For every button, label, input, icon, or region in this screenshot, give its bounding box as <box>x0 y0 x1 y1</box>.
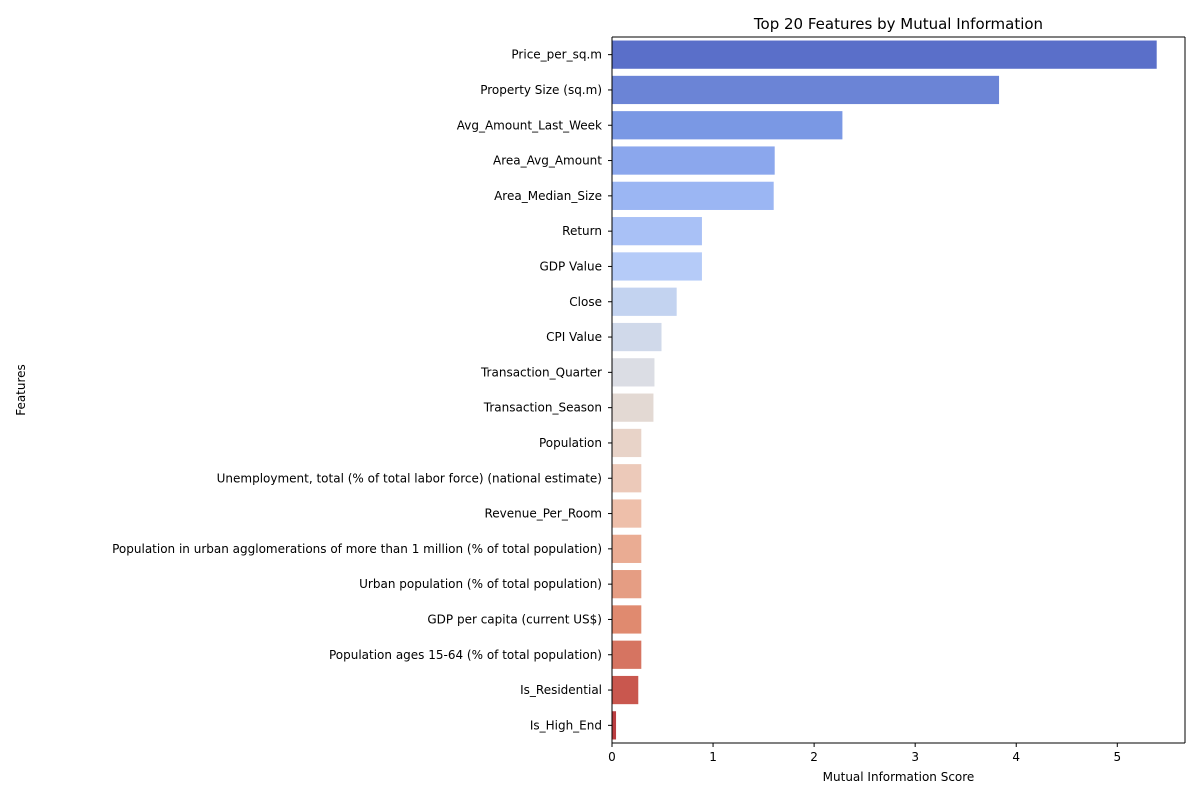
bar <box>612 111 843 140</box>
bar <box>612 75 1000 105</box>
bar <box>612 675 639 705</box>
y-tick-label: Is_Residential <box>520 683 602 697</box>
y-tick-label: Price_per_sq.m <box>511 48 602 62</box>
y-tick-label: Transaction_Season <box>483 401 602 415</box>
bar <box>612 605 642 634</box>
y-axis-ticks: Price_per_sq.m Property Size (sq.m) Avg_Am… <box>112 48 612 732</box>
bar <box>612 287 677 316</box>
bar <box>612 217 702 246</box>
bars-group <box>612 40 1157 740</box>
bar <box>612 322 662 352</box>
chart-title: Top 20 Features by Mutual Information <box>753 15 1043 33</box>
y-tick-label: Area_Median_Size <box>494 189 602 203</box>
bar <box>612 358 655 387</box>
x-tick-label: 4 <box>1012 750 1020 764</box>
bar <box>612 428 642 458</box>
y-tick-label: Unemployment, total (% of total labor fo… <box>217 471 602 485</box>
y-tick-label: GDP per capita (current US$) <box>427 612 602 626</box>
x-tick-label: 5 <box>1113 750 1121 764</box>
x-tick-label: 1 <box>709 750 717 764</box>
x-tick-label: 0 <box>608 750 616 764</box>
bar <box>612 40 1157 69</box>
y-tick-label: Return <box>562 224 602 238</box>
bar <box>612 464 642 493</box>
y-tick-label: Close <box>569 295 602 309</box>
bar <box>612 252 702 281</box>
x-axis-title: Mutual Information Score <box>823 770 975 784</box>
y-tick-label: GDP Value <box>539 259 602 273</box>
y-tick-label: Area_Avg_Amount <box>493 154 602 168</box>
y-tick-label: Population <box>539 436 602 450</box>
y-axis-title: Features <box>14 364 28 416</box>
bar <box>612 711 617 740</box>
y-tick-label: Urban population (% of total population) <box>359 577 602 591</box>
x-axis-ticks: 0 1 2 3 4 5 <box>608 743 1121 764</box>
y-tick-label: Avg_Amount_Last_Week <box>457 118 602 132</box>
x-tick-label: 2 <box>810 750 818 764</box>
bar <box>612 499 642 528</box>
bar <box>612 570 642 599</box>
y-tick-label: Property Size (sq.m) <box>480 83 602 97</box>
y-tick-label: Population in urban agglomerations of mo… <box>112 542 602 556</box>
bar <box>612 146 775 175</box>
bar <box>612 640 642 669</box>
y-tick-label: CPI Value <box>546 330 602 344</box>
bar <box>612 534 642 563</box>
y-tick-label: Population ages 15-64 (% of total popula… <box>329 648 602 662</box>
y-tick-label: Revenue_Per_Room <box>484 507 602 521</box>
x-tick-label: 3 <box>911 750 919 764</box>
y-tick-label: Is_High_End <box>530 718 602 732</box>
bar <box>612 393 654 422</box>
y-tick-label: Transaction_Quarter <box>480 365 602 379</box>
bar <box>612 181 774 210</box>
